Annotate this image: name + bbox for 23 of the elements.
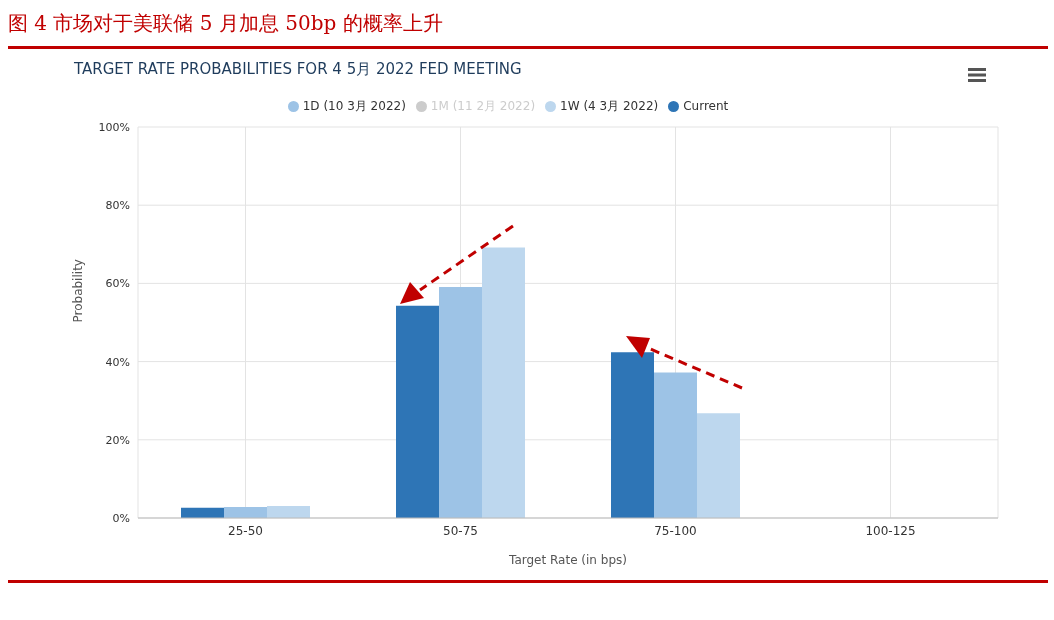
legend-label: 1W (4 3月 2022) xyxy=(560,99,659,113)
bar xyxy=(439,286,482,518)
chart-subtitle: TARGET RATE PROBABILITIES FOR 4 5月 2022 FED MEETING xyxy=(74,60,522,79)
bar xyxy=(267,505,310,518)
y-tick-label: 0% xyxy=(112,511,130,525)
bar xyxy=(697,413,740,518)
legend-label: 1D (10 3月 2022) xyxy=(302,99,406,113)
bar xyxy=(654,372,697,518)
bar xyxy=(482,247,525,518)
legend-label: Current xyxy=(683,99,729,113)
y-tick-label: 40% xyxy=(105,355,130,369)
bar xyxy=(224,507,267,518)
y-tick-label: 100% xyxy=(98,120,130,134)
x-tick-label: 100-125 xyxy=(865,523,916,538)
y-axis-title: Probability xyxy=(71,259,86,323)
chart-title: 图 4 市场对于美联储 5 月加息 50bp 的概率上升 xyxy=(8,10,444,37)
y-tick-label: 20% xyxy=(105,433,130,447)
x-tick-label: 50-75 xyxy=(443,523,478,538)
y-tick-label: 80% xyxy=(105,199,130,213)
x-tick-label: 75-100 xyxy=(654,523,697,538)
y-tick-label: 60% xyxy=(105,277,130,291)
x-axis-title: Target Rate (in bps) xyxy=(508,553,627,567)
x-tick-label: 25-50 xyxy=(228,523,263,538)
